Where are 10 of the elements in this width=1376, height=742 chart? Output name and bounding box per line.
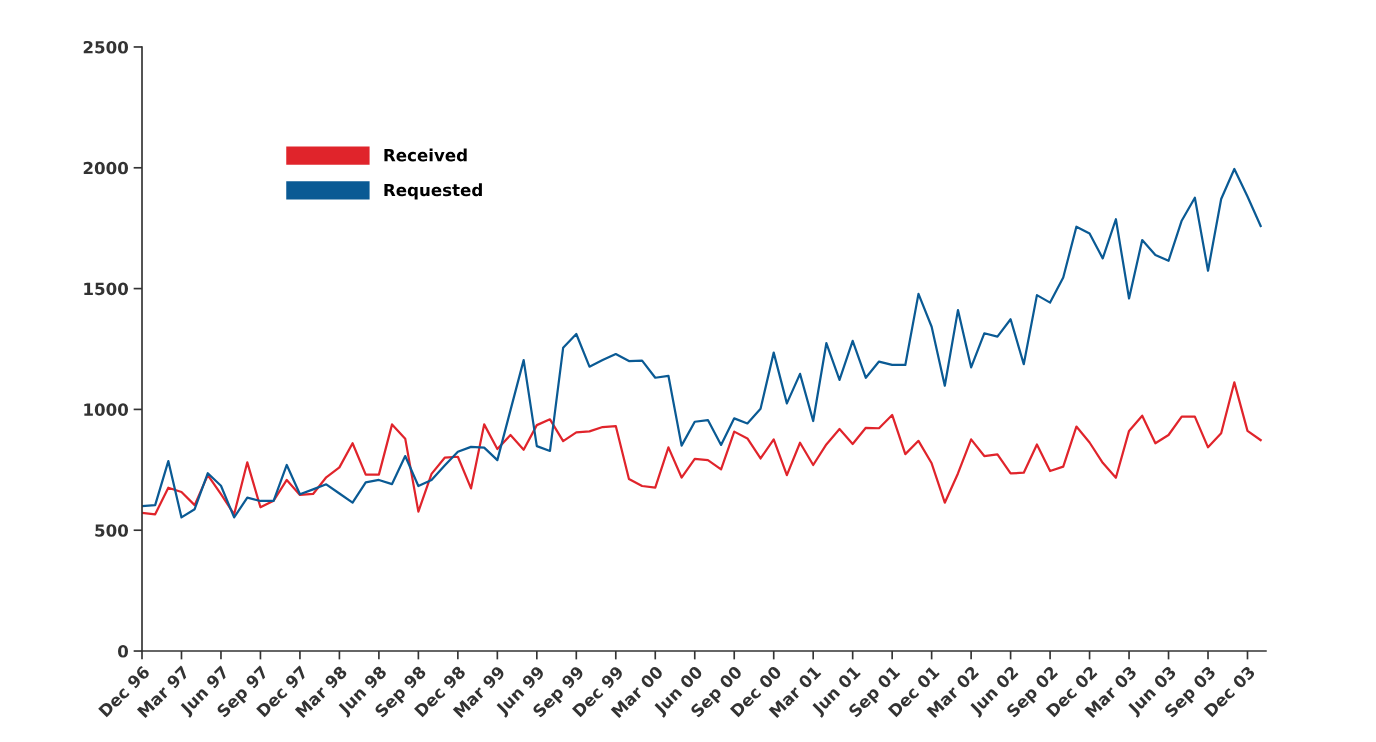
line-series (142, 381, 1262, 516)
legend-label: Received (384, 148, 467, 162)
line-series (142, 167, 1262, 519)
y-tick-label: 500 (95, 524, 129, 537)
y-tick-label: 2500 (83, 40, 129, 54)
y-tick-label: 1500 (84, 282, 129, 296)
y-tick-label: 2000 (83, 161, 129, 175)
y-tick-label: 1000 (84, 403, 129, 416)
legend-label: Requested (384, 183, 482, 200)
y-tick-label: 0 (118, 644, 129, 658)
